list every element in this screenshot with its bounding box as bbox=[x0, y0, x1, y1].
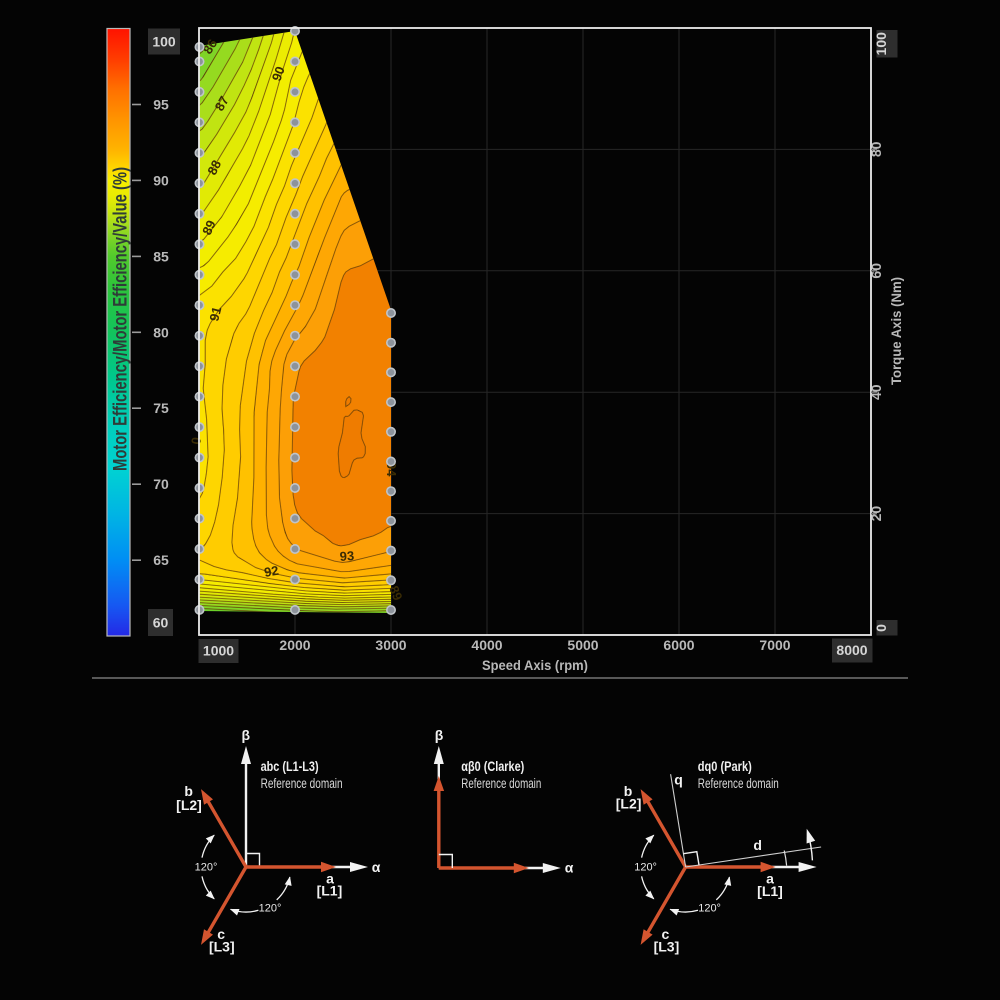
svg-text:β: β bbox=[435, 727, 444, 743]
svg-text:[L3]: [L3] bbox=[654, 939, 680, 955]
svg-text:90: 90 bbox=[153, 172, 169, 188]
svg-text:Reference domain: Reference domain bbox=[461, 776, 541, 791]
svg-text:0: 0 bbox=[873, 624, 889, 632]
svg-text:86: 86 bbox=[200, 36, 220, 56]
svg-text:Torque Axis (Nm): Torque Axis (Nm) bbox=[889, 277, 904, 385]
svg-text:2000: 2000 bbox=[279, 637, 310, 653]
svg-text:80: 80 bbox=[868, 141, 884, 157]
svg-text:6000: 6000 bbox=[663, 637, 694, 653]
svg-text:89: 89 bbox=[199, 218, 219, 237]
svg-text:120°: 120° bbox=[259, 903, 282, 915]
svg-text:92: 92 bbox=[263, 563, 280, 580]
svg-text:1000: 1000 bbox=[203, 643, 234, 659]
svg-text:[L1]: [L1] bbox=[317, 883, 343, 899]
svg-text:89: 89 bbox=[386, 584, 405, 603]
svg-text:abc (L1-L3): abc (L1-L3) bbox=[261, 759, 319, 774]
svg-text:a: a bbox=[326, 871, 334, 887]
svg-text:91: 91 bbox=[206, 305, 224, 323]
svg-text:65: 65 bbox=[153, 552, 169, 568]
svg-text:120°: 120° bbox=[698, 903, 721, 915]
svg-text:87: 87 bbox=[212, 93, 232, 113]
svg-text:Reference domain: Reference domain bbox=[261, 776, 343, 791]
svg-text:60: 60 bbox=[868, 263, 884, 279]
svg-text:93: 93 bbox=[339, 548, 354, 564]
svg-text:α: α bbox=[372, 859, 381, 875]
svg-text:c: c bbox=[662, 926, 670, 942]
svg-text:5000: 5000 bbox=[567, 637, 598, 653]
svg-text:7000: 7000 bbox=[759, 637, 790, 653]
svg-text:120°: 120° bbox=[195, 862, 218, 874]
svg-text:88: 88 bbox=[204, 158, 224, 178]
svg-text:dq0 (Park): dq0 (Park) bbox=[698, 759, 752, 774]
svg-text:[L2]: [L2] bbox=[616, 796, 642, 812]
svg-text:100: 100 bbox=[152, 34, 176, 50]
svg-text:94: 94 bbox=[384, 462, 399, 477]
svg-text:αβ0 (Clarke): αβ0 (Clarke) bbox=[461, 759, 524, 774]
svg-text:60: 60 bbox=[153, 615, 169, 631]
svg-text:0: 0 bbox=[188, 436, 204, 445]
svg-text:[L2]: [L2] bbox=[176, 797, 202, 813]
svg-text:4000: 4000 bbox=[471, 637, 502, 653]
svg-text:Speed Axis (rpm): Speed Axis (rpm) bbox=[482, 658, 588, 673]
svg-text:b: b bbox=[624, 783, 633, 799]
svg-text:c: c bbox=[217, 926, 225, 942]
svg-text:[L3]: [L3] bbox=[209, 939, 235, 955]
svg-text:8000: 8000 bbox=[836, 642, 867, 658]
svg-text:Reference domain: Reference domain bbox=[698, 776, 779, 791]
svg-text:β: β bbox=[242, 727, 251, 743]
svg-text:3000: 3000 bbox=[375, 637, 406, 653]
svg-text:90: 90 bbox=[269, 64, 288, 83]
svg-text:20: 20 bbox=[868, 506, 884, 522]
svg-text:α: α bbox=[565, 860, 574, 876]
svg-text:a: a bbox=[766, 871, 774, 887]
svg-text:75: 75 bbox=[153, 400, 169, 416]
svg-text:85: 85 bbox=[153, 248, 169, 264]
svg-text:b: b bbox=[184, 783, 193, 799]
svg-text:95: 95 bbox=[153, 97, 169, 113]
svg-text:70: 70 bbox=[153, 476, 169, 492]
svg-text:120°: 120° bbox=[634, 862, 657, 874]
svg-text:100: 100 bbox=[873, 32, 889, 56]
svg-text:40: 40 bbox=[868, 384, 884, 400]
svg-text:[L1]: [L1] bbox=[757, 883, 783, 899]
svg-text:q: q bbox=[674, 772, 683, 788]
svg-text:80: 80 bbox=[153, 324, 169, 340]
svg-text:d: d bbox=[753, 837, 762, 853]
svg-text:Motor Efficiency/Motor Efficie: Motor Efficiency/Motor Efficiency/Value … bbox=[111, 167, 132, 471]
